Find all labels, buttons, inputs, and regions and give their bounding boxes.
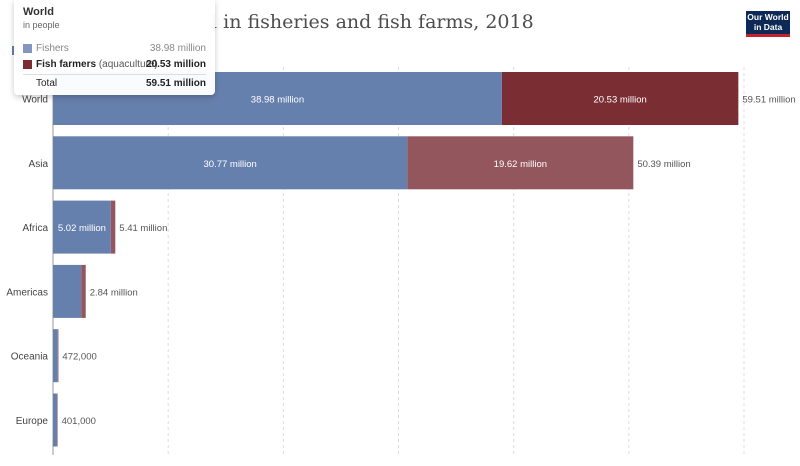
total-label: 2.84 million: [90, 287, 138, 298]
category-label: Asia: [29, 159, 49, 170]
category-label: World: [22, 95, 48, 106]
segment-label-fish-farmers: 20.53 million: [593, 95, 646, 106]
tooltip-row-fishers: Fishers 38.98 million: [23, 42, 206, 56]
total-label: 59.51 million: [742, 95, 795, 106]
total-label: 50.39 million: [637, 159, 690, 170]
bar-fishers: [53, 393, 58, 447]
bar-fishers: [53, 329, 58, 383]
tooltip-row-label: Fish farmers (aquaculture): [36, 58, 158, 72]
fish-farmers-swatch-icon: [23, 60, 32, 69]
category-label: Americas: [6, 287, 48, 298]
bar-fish-farmers: [57, 393, 58, 447]
segment-label-fishers: 5.02 million: [58, 223, 106, 234]
bar-fish-farmers: [407, 136, 634, 190]
segment-label-fishers: 38.98 million: [251, 95, 304, 106]
category-label: Africa: [22, 223, 48, 234]
tooltip-total-value: 59.51 million: [145, 78, 206, 89]
owid-logo[interactable]: Our World in Data: [746, 11, 790, 37]
bar-fish-farmers: [501, 72, 739, 125]
tooltip-row-fish-farmers: Fish farmers (aquaculture) 20.53 million: [23, 58, 206, 72]
tooltip-total-label: Total: [36, 78, 58, 89]
tooltip-subtitle: in people: [23, 20, 60, 30]
category-label: Europe: [16, 416, 49, 427]
tooltip-row-label: Fishers: [36, 43, 69, 54]
chart-title-text: l in fisheries and fish farms, 2018: [211, 11, 534, 33]
tooltip-total-row: Total 59.51 million: [23, 77, 206, 91]
tooltip-row-label-suffix: (aquaculture): [98, 59, 158, 70]
bar-fishers: [53, 264, 82, 318]
total-label: 401,000: [62, 416, 96, 427]
tooltip-divider: [23, 74, 206, 75]
tooltip-row-value: 38.98 million: [149, 43, 206, 54]
total-label: 5.41 million: [119, 223, 167, 234]
bar-fishers: [53, 200, 111, 254]
hover-tooltip: World in people Fishers 38.98 million Fi…: [14, 0, 215, 95]
category-label: Oceania: [11, 352, 49, 363]
total-label: 472,000: [62, 352, 96, 363]
segment-label-fishers: 30.77 million: [204, 159, 257, 170]
segment-label-fish-farmers: 19.62 million: [494, 159, 547, 170]
bar-fish-farmers: [57, 329, 59, 383]
logo-line-2: in Data: [753, 21, 783, 32]
bar-fishers: [53, 136, 408, 190]
tooltip-title: World: [23, 6, 54, 18]
bar-fish-farmers: [81, 264, 86, 318]
logo-line-1: Our World: [747, 12, 789, 22]
tooltip-row-value: 20.53 million: [145, 59, 206, 70]
chart-title: l in fisheries and fish farms, 2018: [16, 11, 716, 33]
tooltip-row-label-main: Fish farmers: [36, 59, 97, 70]
fishers-swatch-icon: [23, 44, 32, 53]
bar-fish-farmers: [110, 200, 116, 254]
